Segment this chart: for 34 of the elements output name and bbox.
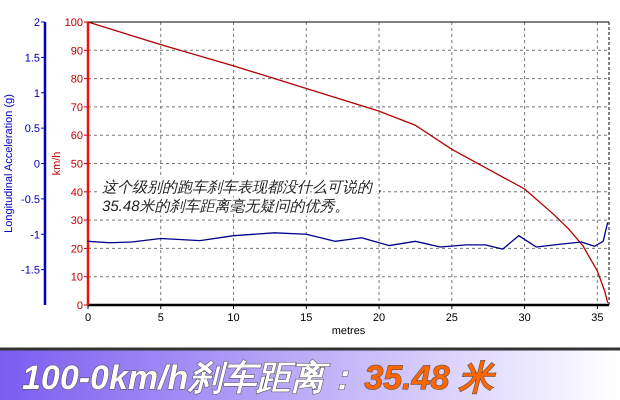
y2-tick-label: 0 <box>34 158 40 170</box>
text: 100-0km/h刹车距离： <box>22 359 358 397</box>
x-axis-title: metres <box>332 325 366 337</box>
y-tick-label: 80 <box>70 74 83 86</box>
y-tick-label: 40 <box>70 186 83 199</box>
y2-tick-label: -0.5 <box>21 194 40 206</box>
x-tick-label: 20 <box>372 312 386 324</box>
y-tick-label: 0 <box>76 300 83 312</box>
x-tick-label: 35 <box>591 312 604 324</box>
x-tick-label: 5 <box>158 312 164 324</box>
y2-tick-label: 2 <box>34 17 40 29</box>
y2-axis-title: Longitudinal Acceleration (g) <box>3 94 15 233</box>
y2-tick-label: 0.5 <box>24 123 40 136</box>
y-tick-label: 30 <box>70 215 83 228</box>
x-tick-label: 10 <box>227 312 240 324</box>
x-tick-label: 25 <box>446 312 458 324</box>
y2-tick-label: -1 <box>30 229 40 242</box>
y-tick-label: 10 <box>70 272 83 284</box>
x-tick-label: 0 <box>84 312 92 324</box>
y2-tick-label: 1 <box>34 88 40 100</box>
y-tick-label: 90 <box>70 45 83 58</box>
y-tick-label: 60 <box>70 130 83 142</box>
line-series <box>87 21 608 303</box>
x-tick-label: 30 <box>518 312 531 324</box>
line-series <box>87 222 608 250</box>
y-axis-title: km/h <box>51 152 63 176</box>
y-tick-label: 100 <box>64 17 83 29</box>
y2-tick-label: 1.5 <box>24 52 40 64</box>
y2-tick-label: -1.5 <box>21 264 40 277</box>
text: 35.48 米 <box>364 359 496 397</box>
y-tick-label: 50 <box>70 158 83 170</box>
x-tick-label: 15 <box>300 312 312 324</box>
y-tick-label: 70 <box>70 102 83 114</box>
y-tick-label: 20 <box>70 243 83 256</box>
